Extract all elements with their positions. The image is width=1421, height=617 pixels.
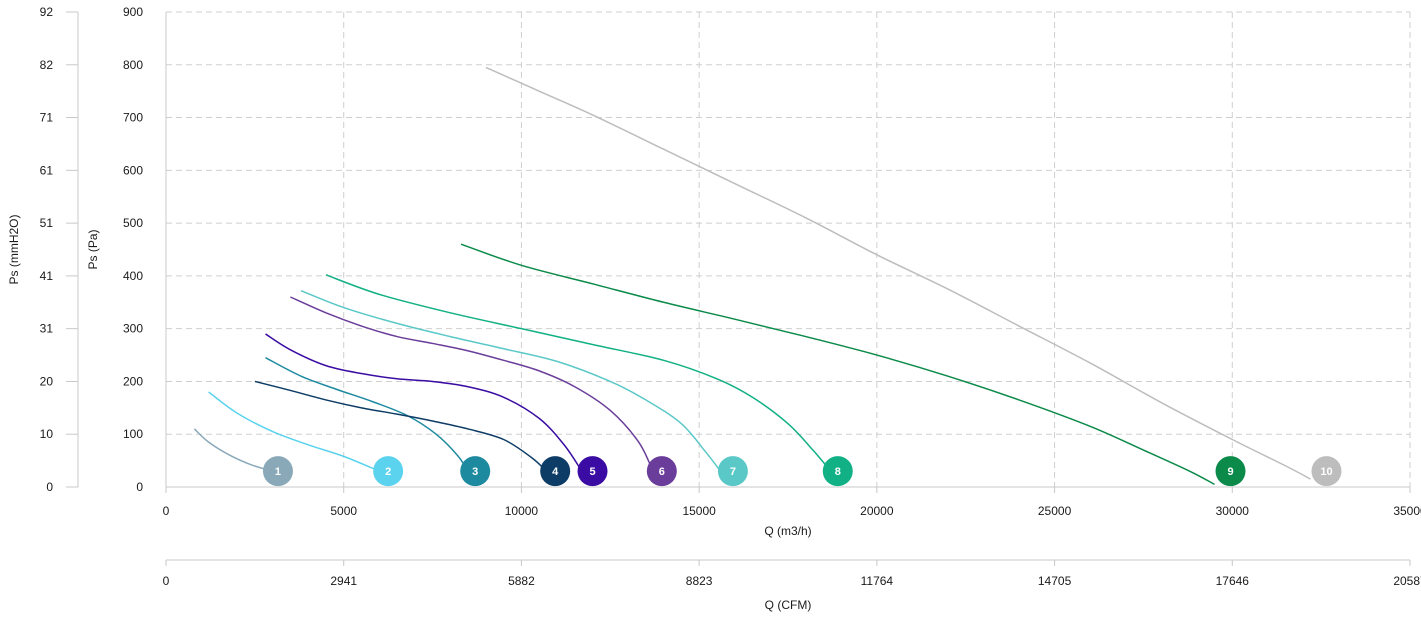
secondary-y-tick-label: 31 [40,322,54,336]
series-line-8 [325,274,832,472]
series-marker-2 [373,456,404,487]
secondary-y-tick-label: 41 [40,269,54,283]
series-line-7 [300,289,722,472]
series-marker-label-8: 8 [835,466,841,478]
grid-lines [166,11,1411,487]
x-tick-label: 20000 [860,504,894,518]
series-line-10 [485,66,1311,480]
y-tick-label: 700 [123,111,143,125]
y-tick-label: 100 [123,427,143,441]
y-tick-label: 800 [123,58,143,72]
y-tick-label: 600 [123,163,143,177]
secondary-x-tick-label: 5882 [508,574,535,588]
secondary-x-tick-label: 20587 [1393,574,1421,588]
axis-titles: Q (m3/h) Q (CFM) Ps (Pa) Ps (mmH2O) [7,215,812,613]
series-marker-4 [540,456,571,487]
secondary-x-tick-label: 0 [163,574,170,588]
series-line-4 [254,380,547,472]
series-markers: 1 2 3 4 5 6 7 8 9 10 [262,456,1342,487]
secondary-x-tick-label: 11764 [861,574,894,588]
y-tick-label: 500 [123,216,143,230]
series-marker-3 [460,456,491,487]
secondary-y-tick-label: 20 [40,374,54,388]
series-marker-label-9: 9 [1227,466,1233,478]
secondary-y-tick-label: 10 [40,427,54,441]
secondary-x-tick-label: 2941 [330,574,357,588]
y-tick-label: 200 [123,374,143,388]
series-marker-9 [1215,456,1246,487]
secondary-x-axis-title: Q (CFM) [765,598,812,612]
series-marker-6 [646,456,677,487]
secondary-y-axis-title: Ps (mmH2O) [7,215,21,285]
series-marker-label-5: 5 [589,466,595,478]
secondary-y-tick-label: 61 [40,163,54,177]
series-marker-label-6: 6 [659,466,665,478]
series-marker-1 [262,456,293,487]
x-tick-label: 10000 [505,504,539,518]
y-axis-title: Ps (Pa) [86,229,100,269]
series-line-6 [290,296,654,472]
secondary-y-tick-label: 92 [40,5,54,19]
secondary-y-tick-label: 71 [40,111,54,125]
y-tick-label: 0 [136,480,143,494]
series-marker-label-10: 10 [1320,466,1332,478]
series-marker-10 [1311,456,1342,487]
series-marker-label-1: 1 [275,466,281,478]
secondary-y-tick-label: 82 [40,58,54,72]
secondary-x-tick-label: 17646 [1216,574,1250,588]
secondary-x-tick-label: 8823 [686,574,713,588]
secondary-y-tick-label: 0 [46,480,53,494]
series-line-5 [265,333,583,472]
x-tick-label: 15000 [682,504,716,518]
x-tick-label: 30000 [1216,504,1250,518]
series-line-2 [208,391,380,472]
series-marker-label-7: 7 [730,466,736,478]
series-marker-5 [577,456,608,487]
axes: 0500010000150002000025000300003500002941… [40,5,1421,588]
series-marker-label-4: 4 [552,466,559,478]
x-tick-label: 5000 [330,504,357,518]
series-lines [193,66,1311,486]
series-line-9 [460,243,1215,486]
x-axis-title: Q (m3/h) [764,524,811,538]
x-tick-label: 0 [163,504,170,518]
series-line-3 [265,357,469,472]
y-tick-label: 300 [123,322,143,336]
series-marker-7 [717,456,748,487]
series-marker-label-2: 2 [385,466,391,478]
series-marker-8 [822,456,853,487]
y-tick-label: 400 [123,269,143,283]
x-tick-label: 25000 [1038,504,1072,518]
secondary-x-tick-label: 14705 [1038,574,1072,588]
secondary-y-tick-label: 51 [40,216,54,230]
series-line-1 [193,428,273,472]
series-marker-label-3: 3 [472,466,478,478]
y-tick-label: 900 [123,5,143,19]
